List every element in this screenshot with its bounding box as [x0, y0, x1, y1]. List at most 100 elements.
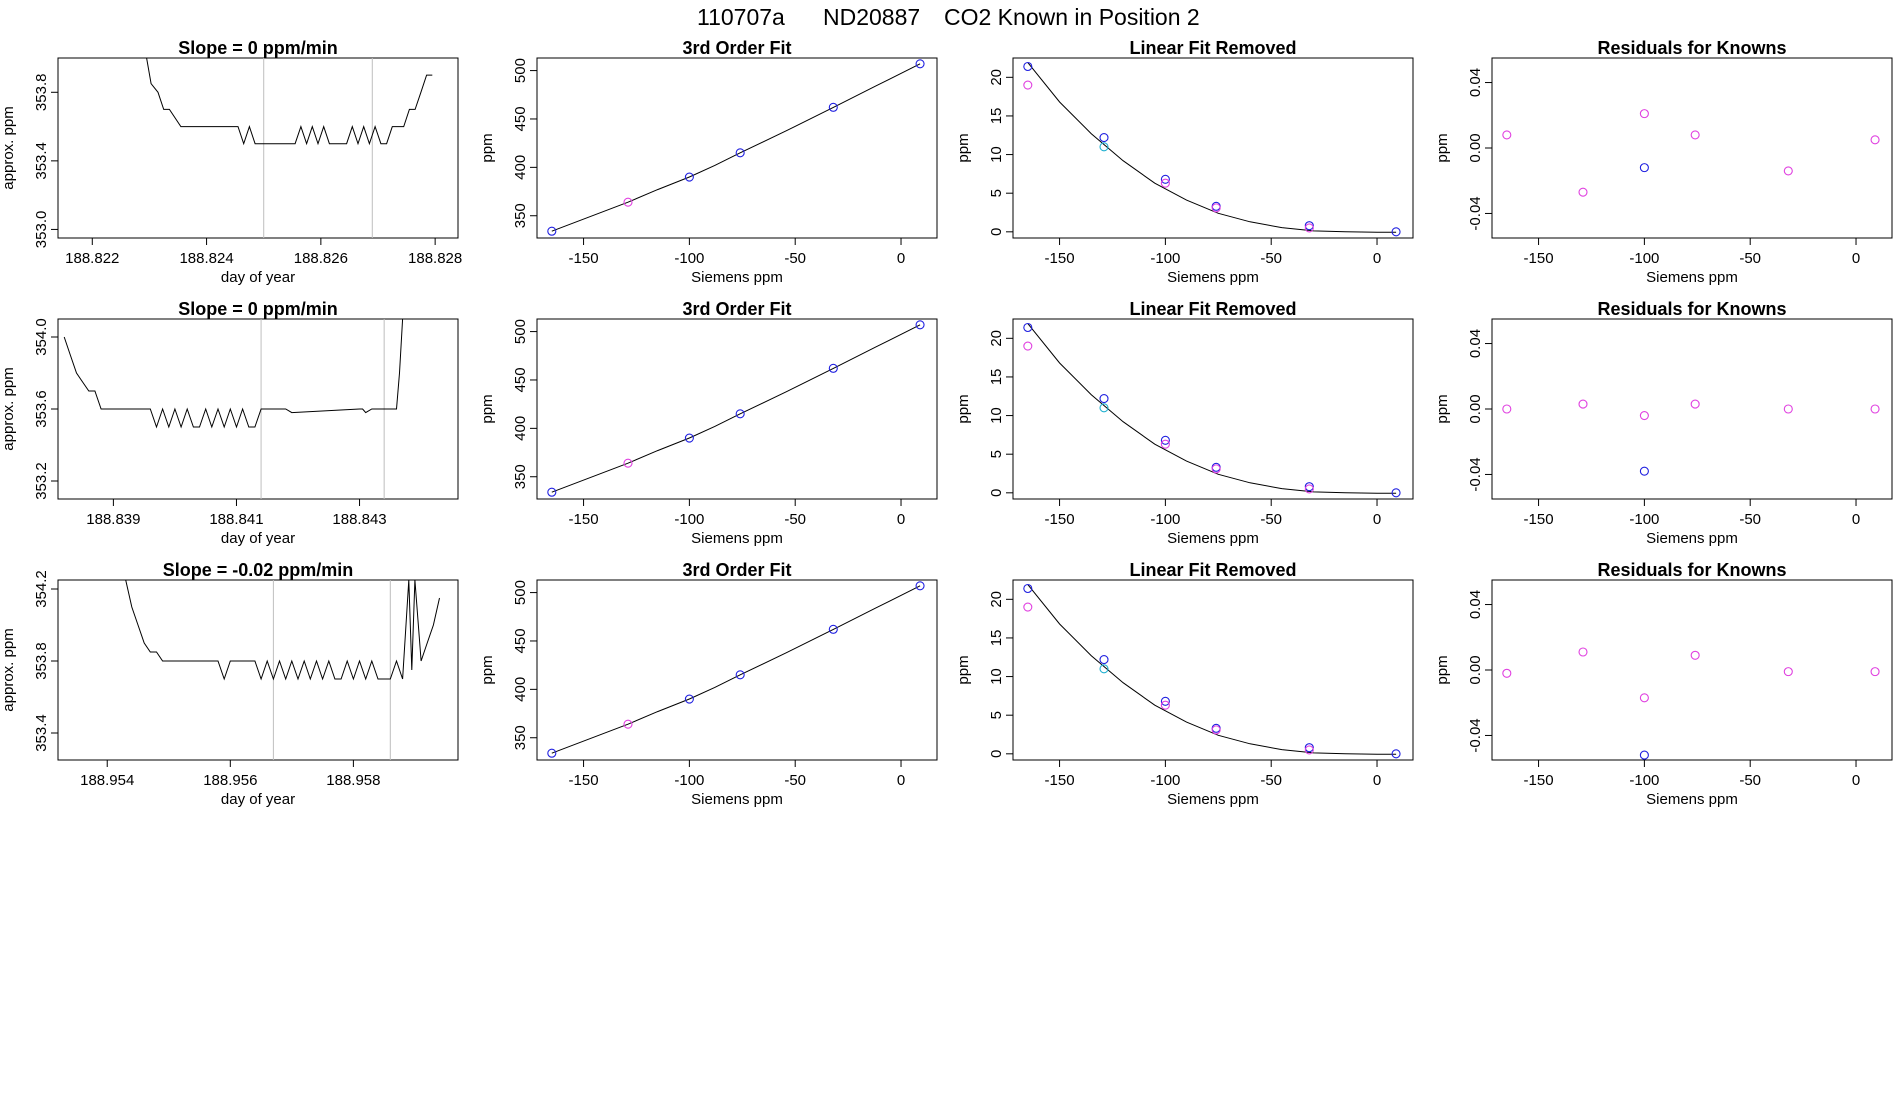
data-point-blue	[1160, 435, 1170, 445]
plot-frame	[57, 57, 459, 239]
data-point-magenta	[1870, 135, 1880, 145]
data-point-magenta	[1639, 693, 1649, 703]
plot-area	[1502, 647, 1880, 760]
data-point-blue	[1639, 750, 1649, 760]
fit-curve	[1027, 62, 1397, 233]
x-tick-label: 0	[1852, 511, 1860, 528]
data-point-blue	[1304, 221, 1314, 231]
y-tick-label: 500	[512, 58, 529, 83]
x-tick-label: 188.954	[80, 772, 134, 789]
x-tick-label: 0	[1373, 250, 1381, 267]
x-tick-label: -150	[1524, 511, 1554, 528]
x-tick-label: 188.956	[203, 772, 257, 789]
y-tick-label: 500	[512, 319, 529, 344]
series-line-trace	[125, 580, 440, 681]
y-tick-label: 20	[988, 69, 1005, 86]
y-axis-label: approx. ppm	[0, 106, 17, 189]
y-axis-label: ppm	[479, 133, 496, 162]
data-point-magenta	[1211, 725, 1221, 735]
chart-title: 3rd Order Fit	[682, 299, 791, 319]
x-tick-label: -50	[1739, 250, 1761, 267]
series-line-trace	[146, 58, 433, 146]
y-tick-label: 0.00	[1467, 394, 1484, 423]
plot-frame	[1012, 318, 1414, 500]
chart-panel-r1c2: 3rd Order Fit -150 -100 -50 0 350 400 450 500 Sie…	[479, 38, 938, 286]
data-point-blue	[1023, 322, 1033, 333]
x-tick-label: -100	[674, 250, 704, 267]
data-point-magenta	[1783, 404, 1793, 414]
y-axis-label: ppm	[479, 655, 496, 684]
x-tick-label: -150	[1524, 772, 1554, 789]
x-tick-label: 188.958	[326, 772, 380, 789]
data-point-magenta	[1160, 178, 1170, 188]
data-point-magenta	[1304, 223, 1314, 233]
x-tick-label: 188.824	[179, 250, 233, 267]
x-tick-label: 188.828	[408, 250, 462, 267]
y-axis-label: ppm	[955, 133, 972, 162]
x-axis-label: day of year	[221, 269, 295, 286]
data-point-blue	[735, 670, 745, 680]
y-axis-label: ppm	[1434, 394, 1451, 423]
y-tick-label: 20	[988, 591, 1005, 608]
data-point-blue	[1304, 482, 1314, 492]
fit-curve	[551, 585, 921, 754]
x-tick-label: 188.839	[86, 511, 140, 528]
y-axis-label: ppm	[1434, 133, 1451, 162]
data-point-blue	[1099, 655, 1109, 665]
x-tick-label: -50	[1739, 511, 1761, 528]
x-tick-label: 188.841	[209, 511, 263, 528]
y-tick-label: 450	[512, 367, 529, 392]
data-point-magenta	[1639, 410, 1649, 421]
plot-area	[1023, 583, 1401, 759]
y-tick-label: 353.4	[33, 714, 50, 752]
y-tick-label: 0	[988, 489, 1005, 497]
data-point-blue	[828, 102, 838, 112]
y-tick-label: 500	[512, 580, 529, 605]
data-point-magenta	[1211, 464, 1221, 474]
chart-title: Linear Fit Removed	[1129, 299, 1296, 319]
data-point-blue	[1391, 488, 1401, 498]
x-axis-label: Siemens ppm	[691, 530, 783, 547]
data-point-magenta	[1502, 130, 1512, 140]
x-axis-label: day of year	[221, 530, 295, 547]
y-tick-label: 5	[988, 450, 1005, 458]
data-point-magenta	[1639, 109, 1649, 119]
x-tick-label: 0	[897, 511, 905, 528]
y-tick-label: 15	[988, 630, 1005, 647]
x-tick-label: -100	[1629, 772, 1659, 789]
data-point-blue	[1023, 583, 1033, 594]
fit-curve	[551, 324, 921, 493]
data-point-magenta	[1783, 667, 1793, 677]
chart-title: Residuals for Knowns	[1597, 38, 1786, 58]
y-axis-label: ppm	[955, 655, 972, 684]
plot-frame	[536, 318, 938, 500]
data-point-blue	[828, 624, 838, 634]
chart-title: 3rd Order Fit	[682, 38, 791, 58]
data-point-magenta	[1023, 602, 1033, 612]
figure-suptitle: 110707a ND20887 CO2 Known in Position 2	[697, 4, 1200, 30]
chart-panel-r2c1: Slope = 0 ppm/min 188.839 188.841 188.843 35…	[0, 299, 459, 547]
y-tick-label: 10	[988, 146, 1005, 163]
data-point-cyan	[1099, 403, 1109, 413]
data-point-magenta	[1578, 647, 1588, 657]
y-tick-label: 350	[512, 464, 529, 489]
figure-description: CO2 Known in Position 2	[944, 4, 1200, 30]
x-tick-label: 0	[1852, 250, 1860, 267]
y-tick-label: -0.04	[1467, 196, 1484, 230]
x-tick-label: -50	[1260, 250, 1282, 267]
chart-title: Linear Fit Removed	[1129, 560, 1296, 580]
fit-curve	[1027, 323, 1397, 494]
y-tick-label: 353.4	[33, 142, 50, 180]
data-point-magenta	[1160, 700, 1170, 710]
y-tick-label: -0.04	[1467, 718, 1484, 752]
data-point-blue	[915, 581, 925, 591]
y-axis-label: approx. ppm	[0, 367, 17, 450]
y-tick-label: 354.0	[33, 318, 50, 356]
plot-area	[547, 581, 925, 758]
data-point-magenta	[1023, 80, 1033, 90]
x-tick-label: -50	[1260, 511, 1282, 528]
y-tick-label: 353.8	[33, 642, 50, 680]
y-tick-label: 350	[512, 203, 529, 228]
plot-frame	[536, 57, 938, 239]
